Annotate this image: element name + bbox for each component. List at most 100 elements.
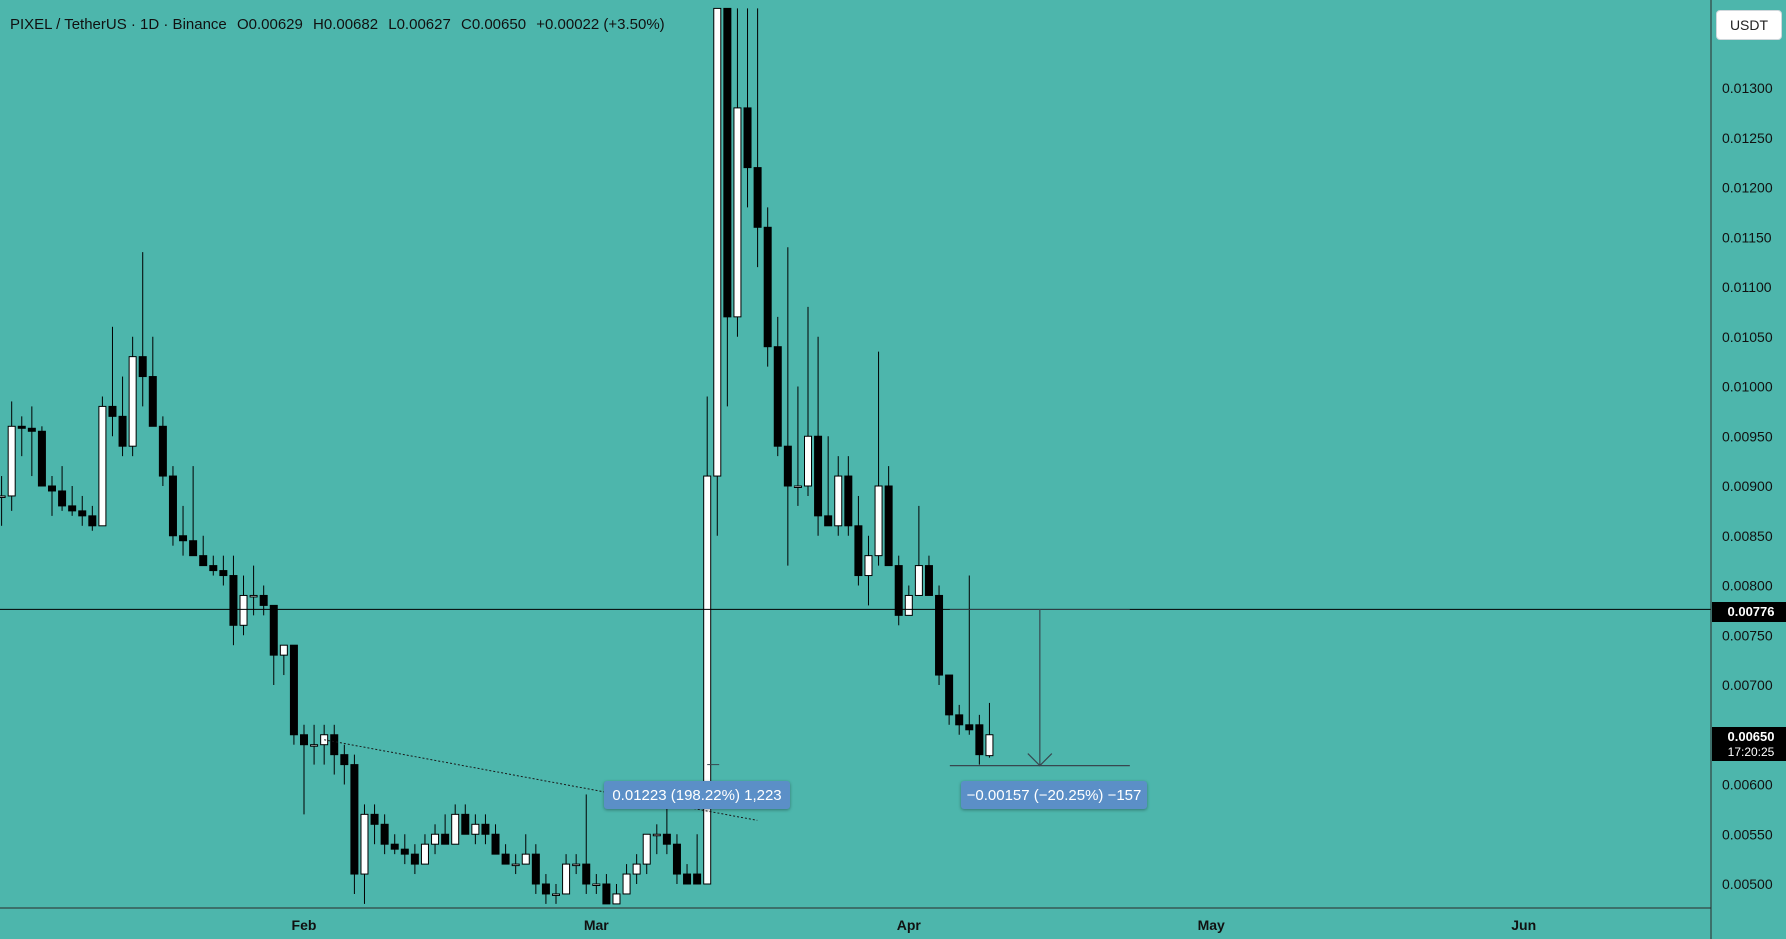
price-tick-label: 0.01200 (1722, 180, 1773, 196)
candle (98, 396, 107, 527)
candle-body-up (904, 594, 913, 616)
current-price-label: 0.00650 17:20:25 (1712, 727, 1786, 761)
candle (763, 207, 772, 367)
symbol-info[interactable]: PIXEL / TetherUS · 1D · Binance (10, 16, 227, 33)
candle (330, 724, 339, 775)
candle-body-down (88, 515, 97, 527)
candle-body-down (531, 853, 540, 885)
symbol-legend: PIXEL / TetherUS · 1D · Binance O0.00629… (10, 16, 671, 33)
candle (945, 674, 954, 725)
candle-body-up (279, 644, 288, 656)
candle (118, 376, 127, 457)
time-tick-label: Mar (584, 917, 609, 933)
candle-body-down (945, 674, 954, 716)
candle-body-down (844, 475, 853, 527)
candle-body-up (128, 356, 137, 447)
candle-body-up (804, 435, 812, 487)
candle-body-down (763, 226, 772, 348)
candle-body-up (864, 555, 873, 577)
candle (491, 824, 500, 855)
price-tick-label: 0.00550 (1722, 826, 1773, 842)
candle (511, 854, 520, 875)
price-tick-label: 0.01100 (1722, 279, 1772, 295)
candle (390, 834, 399, 855)
price-tick-label: 0.00800 (1722, 578, 1773, 594)
candle (924, 555, 933, 596)
candle (552, 884, 560, 904)
candle (37, 426, 46, 487)
candle (854, 495, 863, 586)
candle-body-down (481, 823, 490, 835)
measure-label-rally[interactable]: 0.01223 (198.22%) 1,223 (604, 781, 790, 809)
candle (602, 874, 611, 905)
price-tick-label: 0.01300 (1722, 80, 1773, 96)
candle-body-down (783, 445, 792, 487)
candle-body-up (793, 485, 802, 488)
candle (884, 466, 893, 567)
candle (632, 854, 641, 884)
candle (723, 7, 732, 407)
currency-button[interactable]: USDT (1716, 10, 1782, 40)
candle (582, 794, 591, 894)
candle-body-down (37, 430, 46, 487)
candle (652, 824, 661, 855)
candle (138, 252, 147, 407)
candle (179, 505, 188, 556)
measure-label-drop[interactable]: −0.00157 (−20.25%) −157 (961, 781, 1147, 809)
candle-body-down (854, 525, 863, 577)
candle-body-down (582, 863, 591, 885)
candle (814, 336, 823, 536)
candle-body-down (924, 565, 933, 596)
candle (874, 351, 883, 566)
candle (844, 456, 853, 536)
candle (985, 702, 994, 758)
candle (461, 804, 470, 835)
candle-body-down (400, 848, 409, 855)
candle-body-down (27, 427, 36, 432)
candle (441, 814, 450, 845)
price-tick-label: 0.00600 (1722, 777, 1773, 793)
candle-body-down (158, 425, 167, 477)
candle (914, 505, 923, 596)
ohlc-high: H0.00682 (313, 16, 379, 33)
candle (158, 416, 167, 486)
candle-body-down (219, 570, 228, 577)
candle (410, 844, 419, 875)
candle (521, 834, 530, 865)
price-tick-label: 0.00950 (1722, 428, 1773, 444)
candle-body-down (199, 555, 208, 567)
candle-body-down (390, 843, 399, 850)
candle-body-up (874, 485, 883, 557)
candle-body-up (733, 107, 742, 318)
candle (955, 704, 964, 735)
candle (642, 833, 651, 875)
candle-body-up (703, 475, 712, 885)
candle (965, 575, 974, 735)
candle (108, 326, 117, 437)
candle (713, 7, 722, 536)
candle-body-down (743, 107, 752, 169)
candle-body-up (652, 833, 661, 837)
candle-body-down (491, 833, 500, 855)
candle (340, 744, 349, 785)
candle-body-down (935, 594, 944, 676)
candle (310, 724, 319, 765)
price-tick-label: 0.01150 (1722, 229, 1772, 245)
candle-body-down (48, 485, 56, 492)
price-axis[interactable]: 0.01300 0.01250 0.01200 0.01150 0.01100 0.010… (1722, 80, 1773, 892)
candle-body-up (622, 873, 631, 895)
candle-body-down (662, 833, 671, 845)
candle (753, 8, 762, 268)
candle-body-down (209, 565, 218, 572)
candle-body-down (753, 167, 762, 228)
ohlc-open: O0.00629 (236, 16, 303, 33)
candle (380, 814, 389, 855)
candle-body-up (713, 7, 722, 477)
candle (269, 604, 278, 685)
candle (481, 814, 490, 845)
candle-body-down (541, 883, 550, 895)
time-axis[interactable]: Feb Mar Apr May Jun (292, 917, 1537, 933)
candle-body-down (189, 540, 198, 557)
candle (58, 466, 67, 511)
